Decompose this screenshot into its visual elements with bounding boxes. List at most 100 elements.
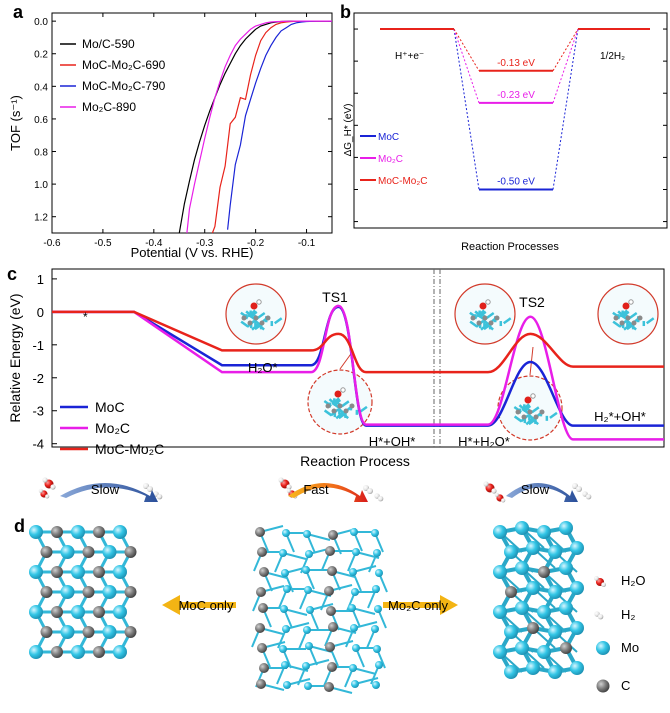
mo-atom [537,645,551,659]
inset-bond [478,310,487,318]
inset-carbon [265,315,271,321]
value-label-b: -0.23 eV [497,90,535,101]
hydrogen-atom [367,488,373,494]
series-group-a [178,20,332,234]
inset-carbon [527,409,533,415]
rate-label-center: Fast [303,482,329,497]
inset-bond [485,322,494,331]
structure-inset [307,369,373,435]
mo-atom [303,626,311,634]
mo-atom [113,565,127,579]
mo-atom [281,661,289,669]
x-tick-label-a: -0.1 [298,238,316,249]
mo-atom [515,561,529,575]
c-atom [51,606,63,618]
legend-b: MoC Mo₂C MoC-Mo₂C [360,132,427,187]
legend-label-c: C [621,678,630,693]
mo-atom [283,585,291,593]
mo-atom [515,601,529,615]
inset-bond [247,309,256,318]
inset-carbon [488,320,494,326]
hydrogen-molecule-icon [594,611,604,620]
x-tick-label-a: -0.4 [145,238,163,249]
inset-bond [621,310,630,318]
inset-carbon [331,408,337,414]
hydrogen-atom [585,494,592,500]
connector-b [552,28,579,190]
mo-atom [60,545,75,559]
inset-carbon [349,403,355,409]
y-tick-label-a: 0.0 [34,17,48,28]
hydrogen-atom [45,494,50,499]
plot-frame-c [51,268,665,448]
water-molecule-icon [38,488,50,499]
mo-atom [373,549,381,557]
c-atom [51,566,63,578]
inset-carbon [476,320,482,326]
mo-atom [570,541,584,555]
mo-atom [71,605,85,619]
tick-group-c: 1 0 -1 -2 -3 -4 [32,272,57,452]
c-atom [40,626,53,638]
mo-atom [548,545,562,559]
mo-atom [372,585,380,593]
slow-arrow-right [506,483,578,502]
mo-atom [352,644,360,652]
y-tick-label-a: 0.4 [34,82,48,93]
c-atom [93,606,105,618]
inset-bond [521,403,530,412]
c-atom [93,566,105,578]
legend-label-b: MoC-Mo₂C [378,176,427,187]
inset-carbon [521,414,527,420]
mo-atom [559,521,573,535]
mechanism-group [29,477,610,694]
tof-chart: -0.6 -0.5 -0.4 -0.3 -0.2 -0.1 0.0 0.2 0.4 0.6 0.8 1… [8,12,333,260]
c-atom [82,626,95,638]
inset-hydrogen [485,299,491,305]
inset-bond [240,320,249,328]
structure-inset [225,283,287,345]
inset-carbon [533,414,539,420]
c-atom [259,663,269,673]
inset-carbon [482,315,488,321]
mo-atom [570,581,584,595]
mo-atom [570,621,584,635]
mo-atom [371,529,379,537]
inset-circle [497,375,563,441]
mo-atom [372,681,380,689]
inset-bond [485,312,495,320]
mo-atom [375,661,383,669]
mo-atom [570,661,584,675]
y-tick-label-c: -3 [32,404,44,419]
mo-atom [29,525,43,539]
hydrogen-atom [286,484,292,490]
inset-carbon [337,403,343,409]
hydrogen-atom [286,488,291,493]
tick-group-b [354,28,667,223]
x-axis-label-b: Reaction Processes [461,241,559,253]
mo-atom [352,548,360,556]
inset-circle [225,283,287,345]
c-atom [51,646,63,658]
hydrogen-atom [483,481,489,487]
moc-lattice [29,525,137,659]
c-atom [538,566,550,578]
arc-arrow-shape [60,483,158,502]
c-atom [560,642,572,654]
hydrogen-atom [156,494,163,500]
mo-atom [279,549,287,557]
inset-bond [531,406,540,414]
mo-atom [305,642,313,650]
mo-atom [559,561,573,575]
tick-group-a: -0.6 -0.5 -0.4 -0.3 -0.2 -0.1 0.0 0.2 0.4 0.6 0.8 1… [34,13,332,249]
inset-carbon [247,320,253,326]
c-atom [256,587,266,597]
series-group-c [52,304,664,441]
mo-atom [349,664,357,672]
inset-carbon [613,315,619,321]
inset-hydrogen [340,387,346,393]
x-axis-label-a: Potential (V vs. RHE) [131,245,254,260]
mo-atom [548,585,562,599]
mo-atom [71,565,85,579]
hydrogen-molecule-icon [572,483,582,492]
